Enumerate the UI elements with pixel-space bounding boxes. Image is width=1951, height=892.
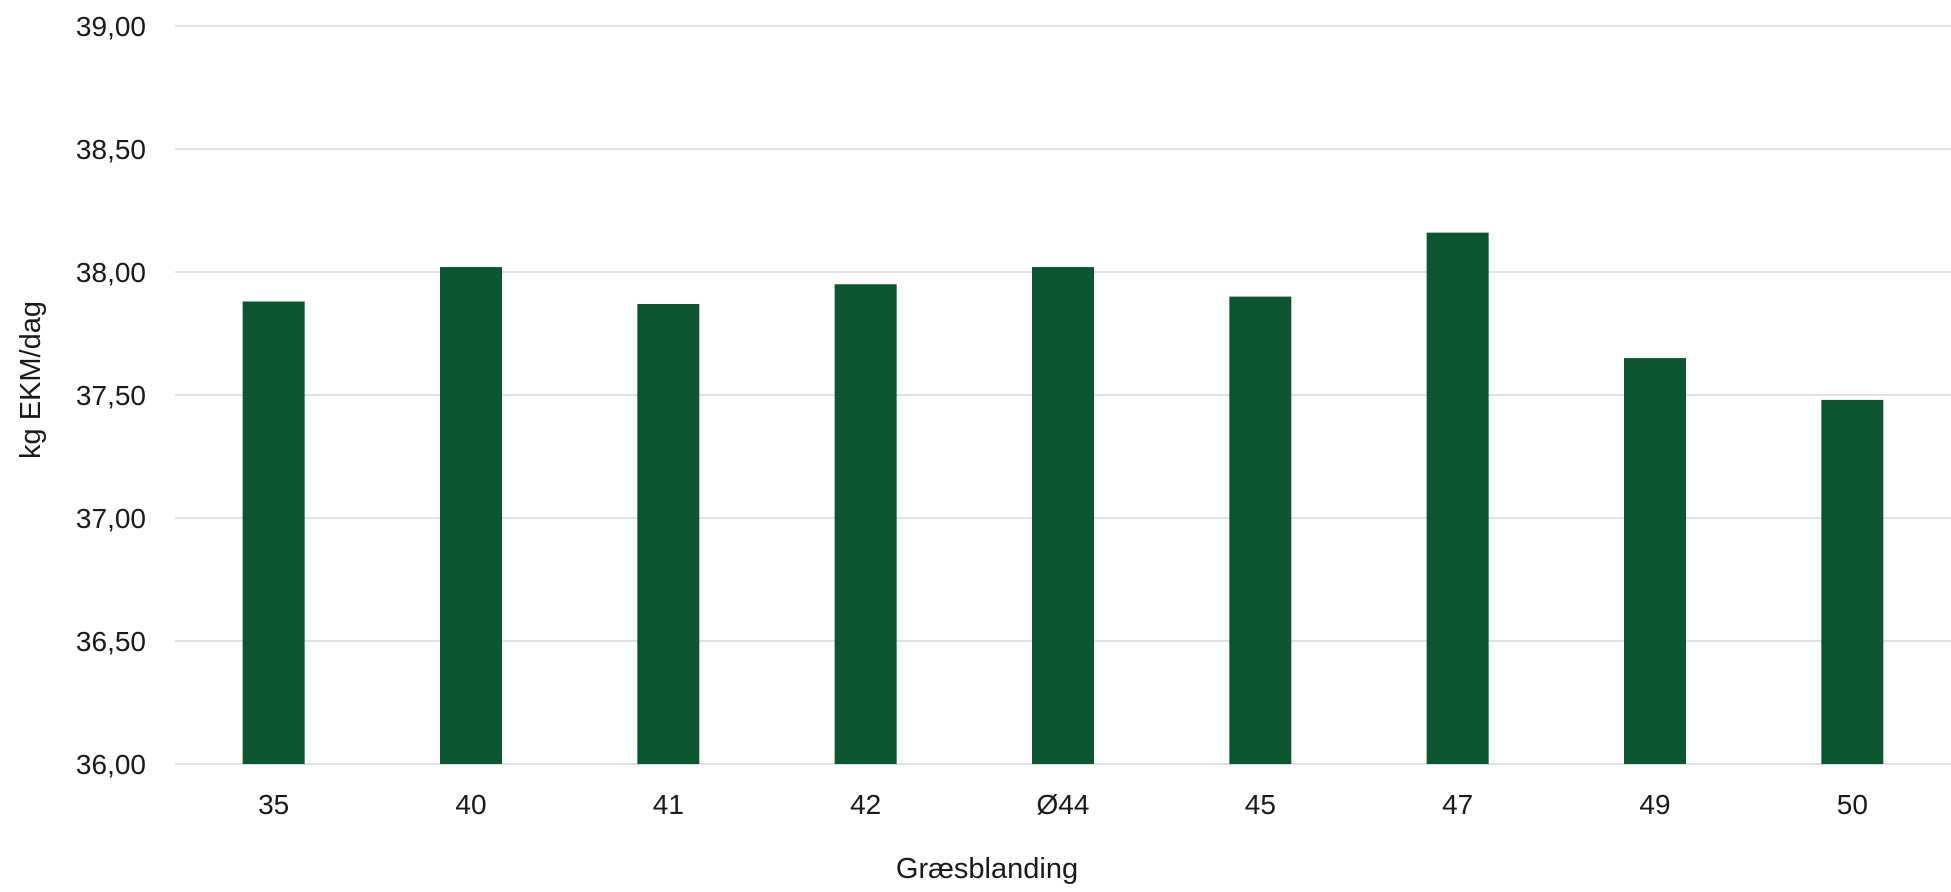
y-tick-label: 38,50 [76,134,146,165]
bar-49 [1624,358,1686,764]
x-tick-label: 45 [1245,789,1276,820]
x-axis-title: Græsblanding [896,853,1078,885]
x-tick-label: 40 [455,789,486,820]
x-tick-label: 47 [1442,789,1473,820]
y-tick-label: 38,00 [76,257,146,288]
bar-40 [440,267,502,764]
y-tick-label: 36,50 [76,626,146,657]
bar-50 [1821,399,1884,764]
y-tick-label: 39,00 [76,11,146,42]
y-axis-title: kg EKM/dag [15,301,47,459]
y-tick-label: 37,50 [76,380,146,411]
x-tick-label: 50 [1837,789,1868,820]
x-tick-label: Ø44 [1037,789,1090,820]
bar-35 [242,301,305,764]
bar-47 [1426,232,1489,764]
y-tick-label: 37,00 [76,503,146,534]
x-tick-label: 42 [850,789,881,820]
x-axis-ticks: 35 40 41 42 Ø44 45 47 49 50 [258,789,1868,820]
x-tick-label: 35 [258,789,289,820]
y-tick-label: 36,00 [76,749,146,780]
bar-Ø44 [1032,267,1094,764]
bars [242,232,1884,764]
x-tick-label: 41 [653,789,684,820]
bar-42 [834,284,897,764]
y-axis-ticks: 36,00 36,50 37,00 37,50 38,00 38,50 39,00 [76,11,146,780]
x-tick-label: 49 [1639,789,1670,820]
bar-41 [637,303,700,764]
bar-45 [1229,296,1292,764]
